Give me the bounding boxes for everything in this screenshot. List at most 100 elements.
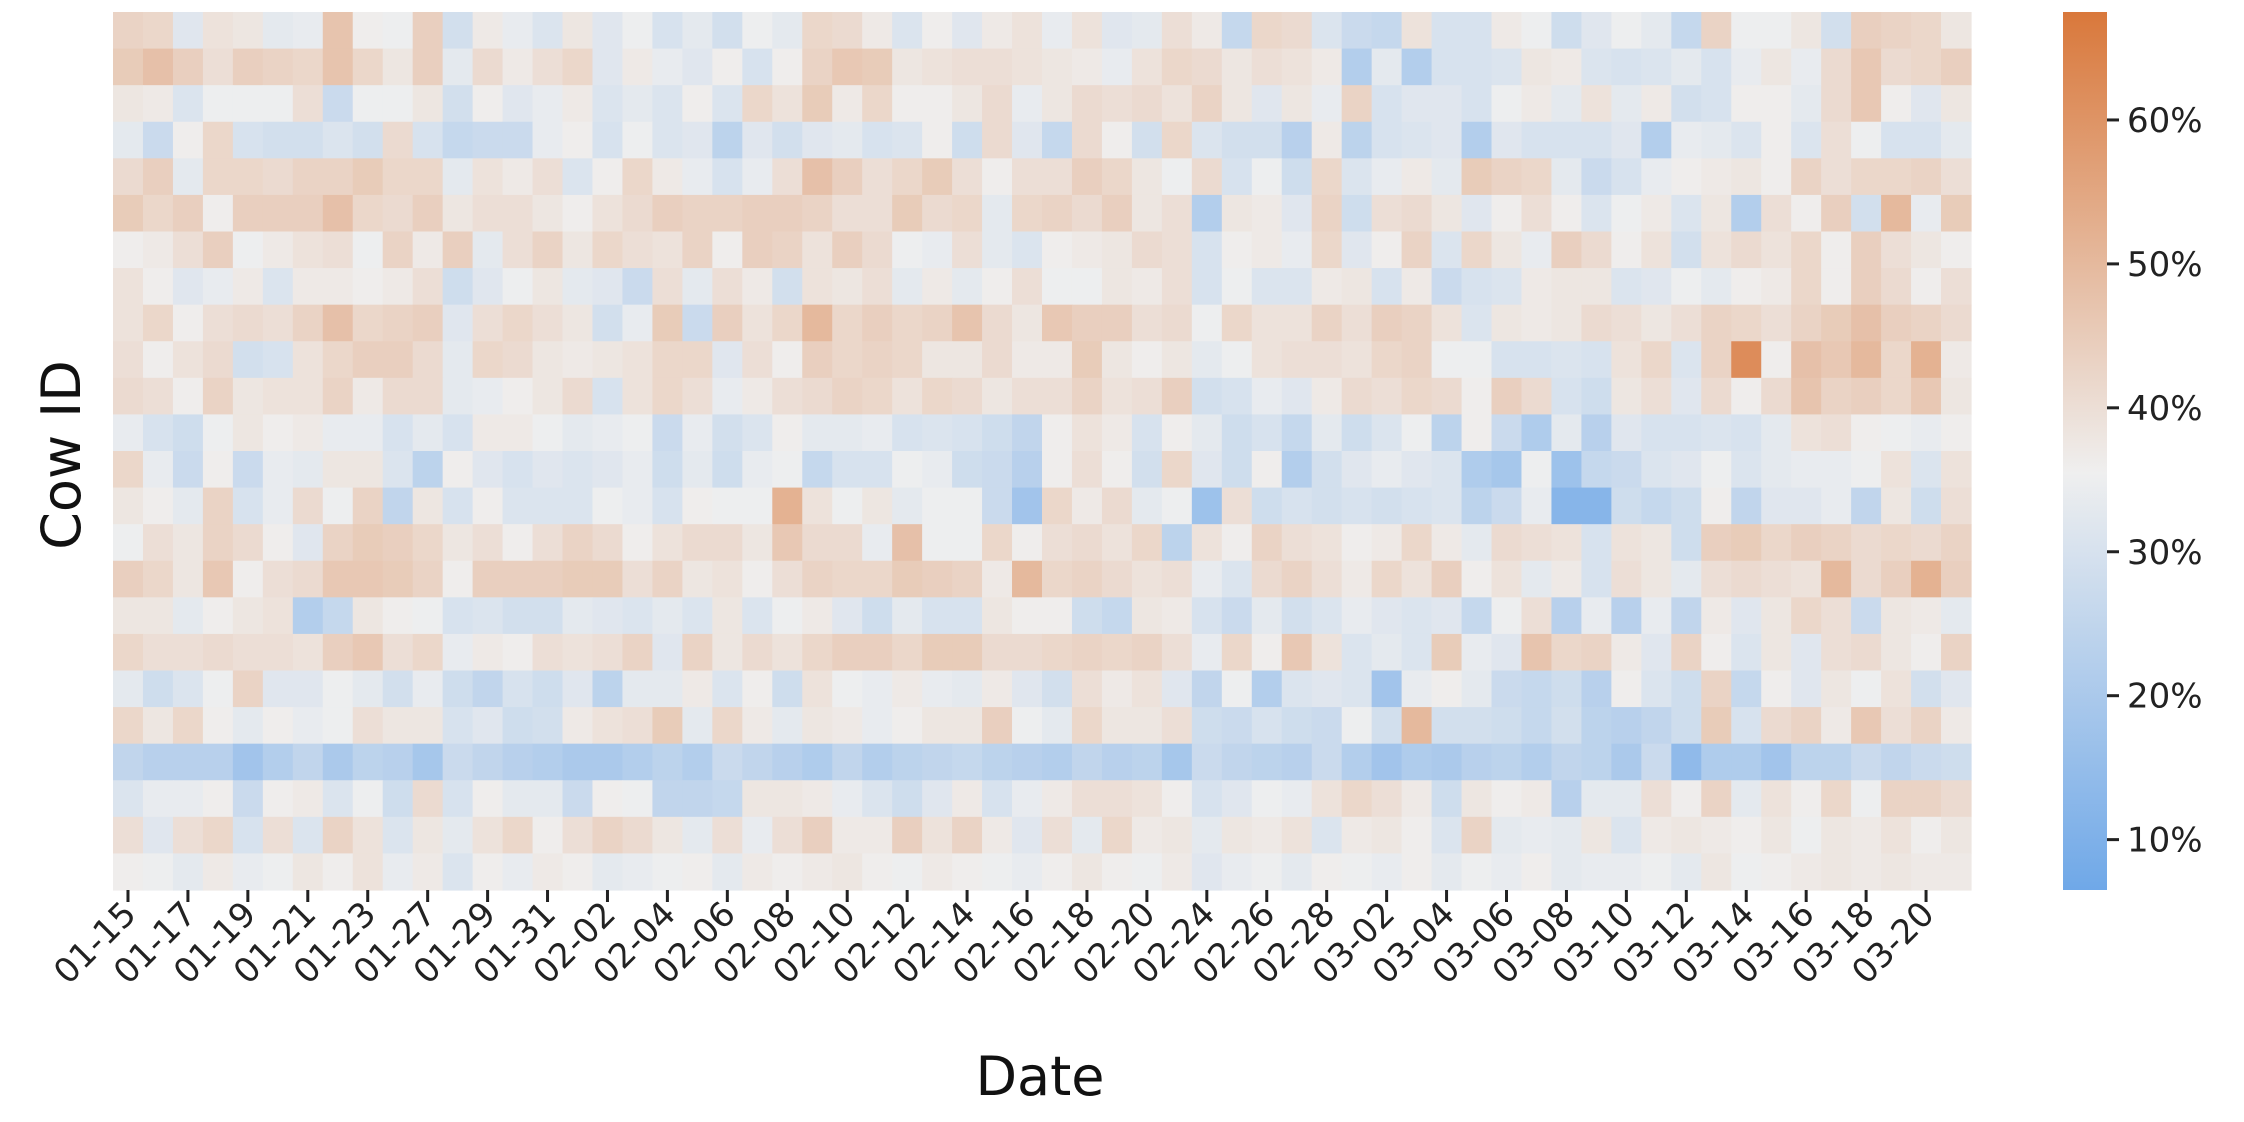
heatmap-cell: [1551, 743, 1583, 781]
heatmap-cell: [1611, 158, 1642, 196]
heatmap-cell: [202, 816, 234, 855]
heatmap-cell: [1731, 487, 1762, 525]
heatmap-cell: [682, 670, 713, 708]
heatmap-cell: [892, 451, 923, 489]
heatmap-cell: [1161, 268, 1193, 306]
heatmap-cell: [712, 524, 743, 562]
heatmap-cell: [1731, 341, 1762, 379]
heatmap-cell: [532, 268, 564, 306]
heatmap-cell: [682, 524, 713, 562]
heatmap-cell: [532, 341, 564, 379]
heatmap-cell: [262, 231, 294, 269]
heatmap-cell: [1131, 377, 1163, 416]
heatmap-cell: [652, 304, 683, 342]
heatmap-cell: [1012, 158, 1043, 196]
heatmap-cell: [1851, 341, 1882, 379]
heatmap-cell: [1431, 121, 1463, 159]
heatmap-cell: [772, 341, 803, 379]
heatmap-cell: [232, 780, 264, 818]
heatmap-cell: [1131, 780, 1163, 818]
heatmap-cell: [1281, 487, 1313, 525]
heatmap-cell: [142, 231, 174, 269]
heatmap-cell: [1281, 816, 1313, 855]
heatmap-cell: [1821, 816, 1852, 855]
heatmap-cell: [1941, 560, 1972, 598]
heatmap-cell: [892, 816, 923, 855]
heatmap-cell: [292, 231, 324, 269]
heatmap-cell: [1161, 341, 1193, 379]
heatmap-cell: [1251, 377, 1283, 416]
heatmap-cell: [1012, 231, 1043, 269]
heatmap-cell: [622, 633, 654, 672]
heatmap-cell: [742, 524, 773, 562]
heatmap-cell: [802, 487, 833, 525]
heatmap-cell: [1281, 597, 1313, 635]
heatmap-cell: [322, 12, 354, 50]
heatmap-cell: [1371, 194, 1403, 233]
heatmap-cell: [262, 158, 294, 196]
heatmap-cell: [202, 743, 234, 781]
heatmap-cell: [802, 194, 833, 233]
heatmap-cell: [1611, 451, 1642, 489]
heatmap-cell: [592, 414, 624, 452]
heatmap-cell: [1821, 780, 1852, 818]
heatmap-cell: [352, 780, 384, 818]
heatmap-cell: [1341, 231, 1373, 269]
heatmap-cell: [1431, 268, 1463, 306]
heatmap-cell: [1431, 780, 1463, 818]
heatmap-cell: [1071, 707, 1103, 745]
heatmap-cell: [712, 633, 743, 672]
heatmap-cell: [1851, 304, 1882, 342]
heatmap-cell: [1042, 670, 1073, 708]
heatmap-cell: [1491, 597, 1523, 635]
heatmap-cell: [892, 268, 923, 306]
heatmap-cell: [1071, 304, 1103, 342]
heatmap-cell: [1551, 816, 1583, 855]
heatmap-cell: [1521, 268, 1553, 306]
heatmap-cell: [1012, 670, 1043, 708]
heatmap-cell: [292, 707, 324, 745]
heatmap-cell: [262, 853, 294, 891]
heatmap-cell: [232, 85, 264, 123]
heatmap-cell: [892, 633, 923, 672]
heatmap-cell: [1761, 743, 1792, 781]
heatmap-cell: [922, 48, 953, 86]
heatmap-cell: [232, 816, 264, 855]
heatmap-cell: [232, 268, 264, 306]
heatmap-cell: [742, 707, 773, 745]
heatmap-cell: [172, 121, 204, 159]
heatmap-cell: [772, 414, 803, 452]
heatmap-cell: [1611, 487, 1642, 525]
heatmap-cell: [292, 12, 324, 50]
heatmap-cell: [292, 524, 324, 562]
heatmap-cell: [712, 670, 743, 708]
heatmap-cell: [1191, 341, 1223, 379]
heatmap-cell: [1521, 85, 1553, 123]
heatmap-cell: [1821, 341, 1852, 379]
heatmap-cell: [262, 377, 294, 416]
heatmap-cell: [1581, 451, 1612, 489]
heatmap-cell: [1881, 780, 1912, 818]
heatmap-cell: [352, 231, 384, 269]
heatmap-cell: [1101, 487, 1133, 525]
heatmap-cell: [1911, 268, 1942, 306]
heatmap-cell: [892, 194, 923, 233]
heatmap-cell: [472, 231, 504, 269]
heatmap-cell: [1791, 597, 1822, 635]
heatmap-cell: [1461, 597, 1493, 635]
heatmap-cell: [1641, 597, 1672, 635]
heatmap-cell: [1431, 451, 1463, 489]
heatmap-cell: [652, 121, 683, 159]
heatmap-cell: [682, 451, 713, 489]
heatmap-cell: [292, 670, 324, 708]
heatmap-cell: [922, 560, 953, 598]
heatmap-cell: [1431, 158, 1463, 196]
heatmap-cell: [532, 121, 564, 159]
heatmap-cell: [1101, 414, 1133, 452]
heatmap-cell: [502, 707, 534, 745]
heatmap-cell: [952, 85, 983, 123]
heatmap-cell: [1431, 231, 1463, 269]
heatmap-cell: [1611, 816, 1642, 855]
heatmap-cell: [292, 853, 324, 891]
heatmap-cell: [922, 816, 953, 855]
